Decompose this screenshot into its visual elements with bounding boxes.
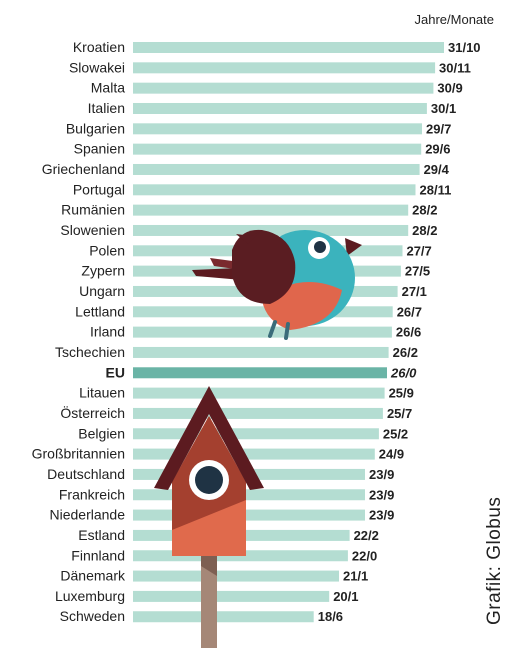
value-label-21: 23/9 xyxy=(369,467,394,482)
category-label-20: Großbritannien xyxy=(32,446,125,462)
value-label-8: 28/2 xyxy=(412,203,437,218)
bar-16 xyxy=(133,367,387,379)
bird-beak xyxy=(345,238,362,256)
category-label-27: Luxemburg xyxy=(55,588,125,604)
category-label-15: Tschechien xyxy=(55,344,125,360)
value-label-18: 25/7 xyxy=(387,406,412,421)
value-label-28: 18/6 xyxy=(318,609,343,624)
value-label-13: 26/7 xyxy=(397,304,422,319)
category-label-7: Portugal xyxy=(73,181,125,197)
bird-wing xyxy=(232,229,296,304)
bar-5 xyxy=(133,143,422,155)
category-label-17: Litauen xyxy=(79,385,125,401)
bar-4 xyxy=(133,123,422,135)
value-label-3: 30/1 xyxy=(431,101,456,116)
category-label-22: Frankreich xyxy=(59,486,125,502)
bird-feet xyxy=(268,320,290,340)
bar-7 xyxy=(133,184,416,196)
category-label-2: Malta xyxy=(91,80,125,96)
value-label-12: 27/1 xyxy=(402,284,427,299)
birdhouse-roof xyxy=(154,386,264,490)
value-label-22: 23/9 xyxy=(369,487,394,502)
value-label-10: 27/7 xyxy=(406,243,431,258)
value-label-1: 30/11 xyxy=(439,60,471,75)
bar-8 xyxy=(133,204,409,216)
bar-15 xyxy=(133,346,389,358)
bird-tail xyxy=(192,268,242,280)
bar-23 xyxy=(133,509,365,521)
bar-3 xyxy=(133,102,427,114)
value-label-16: 26/0 xyxy=(390,365,417,380)
bars-layer: Kroatien 31/10 Slowakei 30/11 Malta 30/9 Itali… xyxy=(32,39,481,624)
category-label-12: Ungarn xyxy=(79,283,125,299)
bar-27 xyxy=(133,590,330,602)
bird-illustration xyxy=(192,229,362,340)
value-label-4: 29/7 xyxy=(426,121,451,136)
category-label-1: Slowakei xyxy=(69,59,125,75)
birdhouse-hole xyxy=(195,466,223,494)
bar-17 xyxy=(133,387,385,399)
value-label-2: 30/9 xyxy=(437,81,462,96)
birdhouse-illustration xyxy=(154,386,264,648)
category-label-16: EU xyxy=(106,364,125,380)
category-label-26: Dänemark xyxy=(60,568,126,584)
category-label-21: Deutschland xyxy=(47,466,125,482)
bar-28 xyxy=(133,611,314,623)
category-label-25: Finnland xyxy=(71,547,125,563)
value-label-17: 25/9 xyxy=(389,386,414,401)
value-label-0: 31/10 xyxy=(448,40,481,55)
value-label-15: 26/2 xyxy=(393,345,418,360)
value-label-14: 26/6 xyxy=(396,325,421,340)
source-credit: Grafik: Globus xyxy=(484,496,505,625)
value-label-19: 25/2 xyxy=(383,426,408,441)
category-label-19: Belgien xyxy=(78,425,125,441)
birdhouse-pole xyxy=(201,556,217,648)
category-label-3: Italien xyxy=(88,100,125,116)
category-label-9: Slowenien xyxy=(60,222,125,238)
category-label-6: Griechenland xyxy=(42,161,125,177)
category-label-10: Polen xyxy=(89,242,125,258)
unit-label: Jahre/Monate xyxy=(414,12,495,27)
value-label-11: 27/5 xyxy=(405,264,430,279)
bar-14 xyxy=(133,326,392,338)
bar-6 xyxy=(133,163,420,175)
bar-0 xyxy=(133,42,444,53)
bar-19 xyxy=(133,428,379,440)
bar-9 xyxy=(133,224,409,236)
bar-2 xyxy=(133,82,434,94)
bar-26 xyxy=(133,570,339,582)
bird-eye xyxy=(314,241,326,253)
bar-20 xyxy=(133,448,375,460)
bar-22 xyxy=(133,489,365,501)
value-label-27: 20/1 xyxy=(333,589,358,604)
bird-crest xyxy=(236,230,262,244)
category-label-4: Bulgarien xyxy=(66,120,125,136)
category-label-8: Rumänien xyxy=(61,202,125,218)
category-label-5: Spanien xyxy=(74,141,125,157)
category-label-0: Kroatien xyxy=(73,39,125,55)
birdhouse-pole-shadow xyxy=(201,556,217,576)
value-label-26: 21/1 xyxy=(343,569,368,584)
category-label-23: Niederlande xyxy=(50,507,126,523)
value-label-7: 28/11 xyxy=(420,182,452,197)
value-label-20: 24/9 xyxy=(379,447,404,462)
category-label-24: Estland xyxy=(78,527,125,543)
category-label-18: Österreich xyxy=(60,404,125,421)
value-label-9: 28/2 xyxy=(412,223,437,238)
value-label-24: 22/2 xyxy=(354,528,379,543)
category-label-28: Schweden xyxy=(60,608,125,624)
bar-13 xyxy=(133,306,393,318)
category-label-14: Irland xyxy=(90,324,125,340)
bar-18 xyxy=(133,407,383,419)
value-label-6: 29/4 xyxy=(424,162,450,177)
value-label-23: 23/9 xyxy=(369,508,394,523)
bar-1 xyxy=(133,62,436,74)
category-label-13: Lettland xyxy=(75,303,125,319)
category-label-11: Zypern xyxy=(81,263,125,279)
value-label-25: 22/0 xyxy=(352,548,377,563)
value-label-5: 29/6 xyxy=(425,142,450,157)
